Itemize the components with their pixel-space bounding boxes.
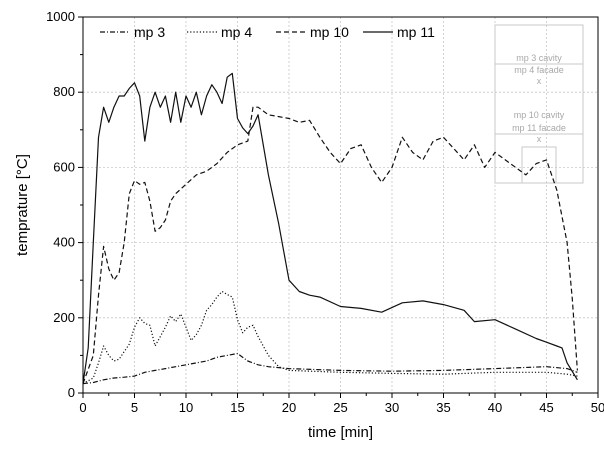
inset-label-x-2: x [537, 134, 542, 144]
inset-label-x-1: x [537, 76, 542, 86]
legend-label: mp 4 [221, 24, 252, 40]
inset-label-mp3-cavity: mp 3 cavity [516, 53, 562, 63]
x-tick-label: 25 [333, 400, 347, 415]
legend-label: mp 10 [310, 24, 349, 40]
y-tick-label: 200 [53, 310, 75, 325]
y-tick-label: 600 [53, 159, 75, 174]
x-tick-label: 10 [179, 400, 193, 415]
x-tick-label: 50 [591, 400, 604, 415]
legend: mp 3 mp 4 mp 10 mp 11 [100, 24, 435, 40]
y-tick-label: 1000 [46, 9, 75, 24]
x-tick-label: 0 [79, 400, 86, 415]
series-line-mp-11 [82, 72, 578, 384]
inset-outer-frame [494, 24, 584, 184]
x-tick-label: 15 [230, 400, 244, 415]
x-tick-label: 20 [282, 400, 296, 415]
inset-label-mp10-cavity: mp 10 cavity [514, 110, 565, 120]
y-tick-label: 400 [53, 235, 75, 250]
axis-ticks: 0 5 10 15 20 25 30 35 40 45 50 0 200 400 600 800 1000 [46, 9, 604, 415]
legend-label: mp 11 [397, 24, 435, 40]
x-tick-label: 30 [385, 400, 399, 415]
x-tick-label: 5 [131, 400, 138, 415]
legend-label: mp 3 [134, 24, 165, 40]
x-axis-title: time [min] [308, 424, 373, 441]
x-tick-label: 35 [436, 400, 450, 415]
inset-label-mp11-facade: mp 11 facade [512, 123, 566, 133]
inset-label-mp4-facade: mp 4 facade [514, 65, 564, 75]
y-axis-title: temprature [°C] [14, 154, 31, 256]
grid-lines [83, 17, 598, 393]
series-line-mp-3 [82, 352, 578, 385]
inset-inner-frame [521, 146, 557, 184]
series-lines [82, 72, 578, 385]
inset-box: mp 3 cavity mp 4 facade x mp 10 cavity m… [494, 24, 584, 184]
y-tick-label: 800 [53, 84, 75, 99]
x-tick-label: 45 [539, 400, 553, 415]
x-tick-label: 40 [488, 400, 502, 415]
y-tick-label: 0 [68, 385, 75, 400]
series-line-mp-10 [82, 106, 578, 384]
